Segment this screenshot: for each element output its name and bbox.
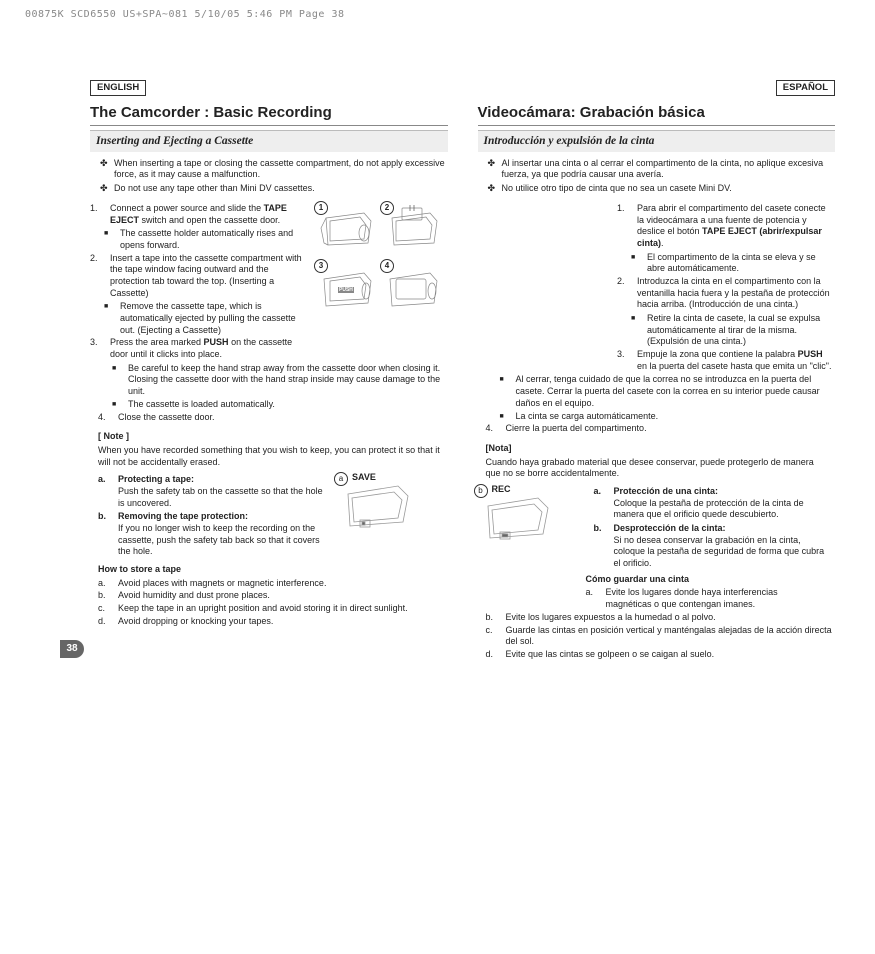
english-column: ENGLISH The Camcorder : Basic Recording … [90, 80, 448, 662]
diamond-icon: ✤ [100, 183, 110, 195]
diamond-icon: ✤ [100, 158, 110, 181]
spanish-title: Videocámara: Grabación básica [478, 100, 836, 126]
lang-english: ENGLISH [90, 80, 146, 96]
spanish-warnings: ✤Al insertar una cinta o al cerrar el co… [488, 158, 836, 195]
spanish-column: ESPAÑOL Videocámara: Grabación básica In… [478, 80, 836, 662]
page-number: 38 [60, 640, 84, 658]
english-subsection: Inserting and Ejecting a Cassette [90, 130, 448, 152]
english-title: The Camcorder : Basic Recording [90, 100, 448, 126]
meta-line: 00875K SCD6550 US+SPA~081 5/10/05 5:46 P… [25, 8, 345, 21]
figure-save: aSAVE [338, 474, 438, 560]
two-column-page: ENGLISH The Camcorder : Basic Recording … [90, 80, 835, 662]
figure-rec: bREC [478, 486, 578, 612]
figure-group-left: 1 2 3PUSH 4 [316, 203, 446, 363]
spanish-subsection: Introducción y expulsión de la cinta [478, 130, 836, 152]
english-steps: 1.Connect a power source and slide the T… [90, 203, 308, 363]
lang-spanish: ESPAÑOL [776, 80, 835, 96]
spanish-steps: 1.Para abrir el compartimento del casete… [617, 203, 835, 375]
english-warnings: ✤When inserting a tape or closing the ca… [100, 158, 448, 195]
